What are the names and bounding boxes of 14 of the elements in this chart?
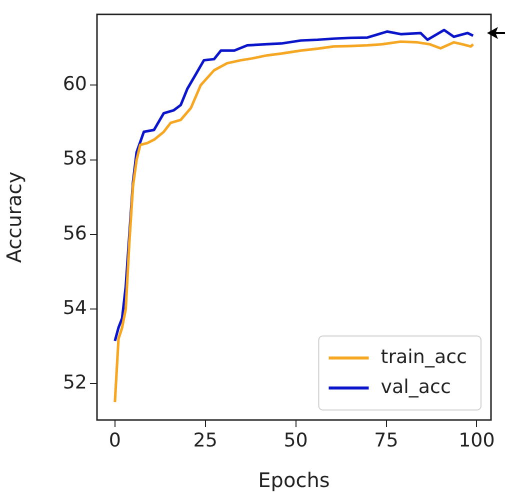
y-tick-label: 56 [62, 222, 87, 244]
legend-label: train_acc [380, 346, 468, 368]
legend-label: val_acc [380, 376, 451, 398]
x-tick-label: 75 [374, 429, 398, 452]
x-tick-label: 25 [193, 429, 218, 452]
x-tick-label: 100 [458, 429, 495, 452]
x-axis-title: Epochs [258, 468, 330, 492]
y-tick-label: 54 [62, 296, 87, 319]
y-tick-label: 52 [62, 371, 87, 394]
y-tick-label: 60 [62, 73, 87, 96]
y-axis-title: Accuracy [2, 171, 26, 263]
x-tick-label: 50 [284, 429, 308, 452]
y-tick-label: 58 [62, 148, 87, 170]
x-tick-label: 0 [108, 429, 121, 452]
